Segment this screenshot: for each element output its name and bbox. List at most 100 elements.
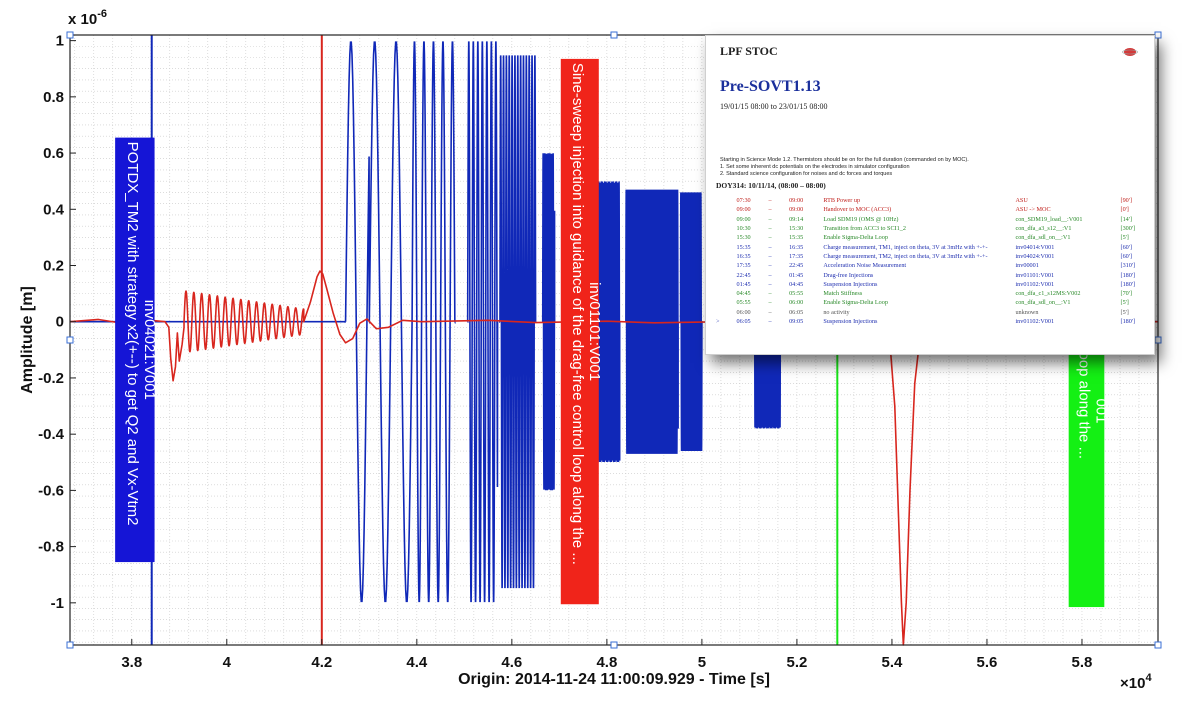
y-exponent-base: x 10: [68, 11, 97, 28]
schedule-cell-id: unknown: [1015, 308, 1039, 316]
schedule-intro-line: 2. Standard science configuration for no…: [720, 171, 893, 177]
schedule-row[interactable]: 04:45 – 05:55 Match Stiffness con_dfa_c1_s12…: [714, 289, 1146, 298]
schedule-cell-start: 01:45: [736, 280, 751, 288]
schedule-cell-activity: Acceleration Noise Measurement: [823, 262, 907, 270]
schedule-cell-id: con_dfa_sdl_on__:V1: [1015, 234, 1071, 242]
schedule-cell-dash: –: [768, 308, 772, 316]
series-red-line: [69, 270, 1159, 646]
selection-handles[interactable]: [66, 31, 1162, 649]
x-tick-label: 4.4: [406, 654, 428, 671]
schedule-cell-mark: [714, 215, 735, 224]
y-axis-title: Amplitude [m]: [19, 286, 36, 394]
schedule-cell-end: 15:35: [789, 234, 804, 242]
schedule-cell-id: inv04024:V001: [1015, 252, 1055, 260]
x-tick-label: 5.6: [977, 654, 998, 671]
schedule-cell-activity: Load SDM19 (OMS @ 10Hz): [823, 215, 899, 223]
schedule-row[interactable]: 16:35 – 17:35 Charge measurement, TM2, inje…: [714, 252, 1146, 261]
schedule-cell-id: con_dfa_a3_s12__:V1: [1015, 225, 1072, 233]
schedule-cell-id: inv01102:V001: [1015, 280, 1055, 288]
resize-handle[interactable]: [66, 336, 74, 344]
annotation-box: [560, 58, 599, 605]
y-tick-label: -0.4: [38, 426, 65, 443]
resize-handle[interactable]: [1154, 31, 1162, 39]
schedule-cell-end: 09:05: [789, 318, 804, 325]
schedule-row[interactable]: >06:05 – 09:05 Suspension Injections inv0110…: [714, 317, 1146, 326]
schedule-row[interactable]: 05:55 – 06:00 Enable Sigma-Delta Loop con_df…: [714, 298, 1146, 307]
schedule-cell-start: 15:30: [736, 234, 751, 242]
schedule-cell-id: ASU: [1015, 197, 1028, 205]
resize-handle[interactable]: [66, 31, 74, 39]
schedule-title: Pre-SOVT1.13: [720, 78, 821, 95]
schedule-intro: Starting in Science Mode 1.2. Thermistor…: [720, 157, 1140, 178]
x-tick-label: 4.2: [311, 654, 332, 671]
schedule-cell-start: 09:00: [736, 206, 751, 214]
schedule-cell-start: 05:55: [736, 299, 751, 307]
x-axis-title: Origin: 2014-11-24 11:00:09.929 - Time […: [458, 671, 770, 688]
schedule-cell-mark: [714, 252, 735, 261]
schedule-cell-start: 22:45: [736, 271, 751, 279]
schedule-row[interactable]: 15:30 – 15:35 Enable Sigma-Delta Loop con_df…: [714, 233, 1146, 242]
schedule-cell-dur: [5']: [1120, 308, 1129, 316]
schedule-cell-dash: –: [768, 280, 772, 288]
schedule-cell-end: 17:35: [789, 252, 804, 260]
schedule-cell-activity: Drag-free Injections: [823, 271, 874, 279]
annotation-id: 001: [1092, 398, 1109, 423]
schedule-cell-activity: Enable Sigma-Delta Loop: [823, 234, 888, 242]
schedule-cell-mark: [714, 233, 735, 242]
schedule-cell-end: 04:45: [789, 280, 804, 288]
schedule-row[interactable]: 07:30 – 09:00 RTB Power up ASU [90']: [714, 196, 1146, 205]
schedule-dates: 19/01/15 08:00 to 23/01/15 08:00: [720, 102, 828, 111]
schedule-window[interactable]: LPF STOC Pre-SOVT1.13 19/01/15 08:00 to …: [705, 35, 1155, 355]
schedule-cell-dash: –: [768, 197, 772, 205]
schedule-cell-dur: [14']: [1120, 215, 1132, 223]
schedule-row[interactable]: 17:35 – 22:45 Acceleration Noise Measuremen…: [714, 261, 1146, 270]
schedule-cell-end: 16:35: [789, 243, 804, 251]
schedule-cell-dash: –: [768, 252, 772, 260]
schedule-cell-dash: –: [768, 234, 772, 242]
y-tick-label: 0.8: [43, 89, 64, 106]
schedule-cell-dur: [60']: [1120, 243, 1132, 251]
schedule-cell-mark: >: [716, 318, 720, 325]
schedule-cell-dash: –: [768, 206, 772, 214]
resize-handle[interactable]: [610, 641, 618, 649]
schedule-row[interactable]: 06:00 – 06:05 no activity unknown [5']: [714, 308, 1146, 317]
schedule-row[interactable]: 22:45 – 01:45 Drag-free Injections inv01101:…: [714, 270, 1146, 279]
schedule-cell-activity: Charge measurement, TM2, inject on theta…: [823, 252, 988, 260]
schedule-cell-dur: [180']: [1120, 318, 1136, 325]
y-tick-label: 0: [56, 314, 64, 331]
resize-handle[interactable]: [1154, 641, 1162, 649]
schedule-row[interactable]: 10:30 – 15:30 Transition from ACC3 to SCI1_…: [714, 224, 1146, 233]
schedule-row[interactable]: 01:45 – 04:45 Suspension Injections inv01102…: [714, 280, 1146, 289]
schedule-row[interactable]: 09:00 – 09:14 Load SDM19 (OMS @ 10Hz) con_SD…: [714, 215, 1146, 224]
schedule-cell-end: 15:30: [789, 225, 804, 233]
schedule-cell-dur: [300']: [1120, 225, 1136, 233]
schedule-row[interactable]: 15:35 – 16:35 Charge measurement, TM1, inje…: [714, 242, 1146, 251]
schedule-cell-mark: [714, 270, 735, 279]
y-tick-label: 0.2: [43, 258, 64, 275]
schedule-cell-activity: Enable Sigma-Delta Loop: [823, 299, 888, 307]
y-tick-label: -0.6: [38, 482, 64, 499]
schedule-row[interactable]: 09:00 – 09:00 Handover to MOC (ACC3) ASU -> …: [714, 205, 1146, 214]
resize-handle[interactable]: [1154, 336, 1162, 344]
y-tick-label: -1: [51, 595, 64, 612]
y-tick-label: -0.2: [38, 370, 64, 387]
x-tick-label: 5.4: [882, 654, 904, 671]
schedule-cell-activity: Suspension Injections: [823, 280, 878, 288]
schedule-cell-start: 17:35: [736, 262, 751, 270]
y-tick-label: 0.4: [43, 201, 65, 218]
schedule-cell-dur: [0']: [1120, 206, 1129, 214]
schedule-cell-mark: [714, 298, 735, 307]
resize-handle[interactable]: [66, 641, 74, 649]
schedule-cell-dur: [5']: [1120, 234, 1129, 242]
y-tick-label: 1: [56, 33, 64, 50]
resize-handle[interactable]: [610, 31, 618, 39]
x-tick-label: 4.6: [501, 654, 522, 671]
schedule-cell-mark: [714, 196, 735, 205]
schedule-cell-mark: [714, 289, 735, 298]
schedule-cell-id: con_SDM19_load__:V001: [1015, 215, 1083, 223]
schedule-cell-mark: [714, 261, 735, 270]
schedule-cell-dur: [60']: [1120, 252, 1132, 260]
annotation-id: inv01101:V001: [586, 282, 603, 381]
schedule-cell-dash: –: [768, 318, 772, 325]
x-tick-label: 5.2: [786, 654, 807, 671]
